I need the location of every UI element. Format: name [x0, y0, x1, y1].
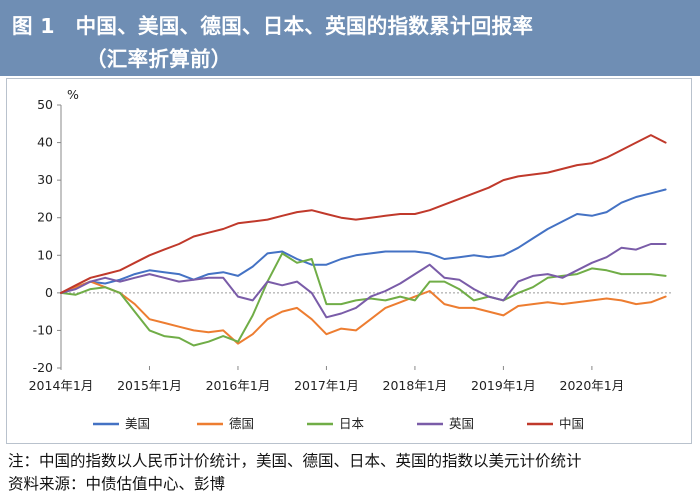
x-tick-label: 2016年1月 [206, 378, 271, 393]
line-chart: -20 -10 0 10 20 30 40 50% 2014年1月 2015年1月 2016年1月 2… [29, 87, 673, 431]
x-tick-label: 2020年1月 [560, 378, 625, 393]
x-tick-label: 2014年1月 [29, 378, 94, 393]
figure-header: 图 1 中国、美国、德国、日本、英国的指数累计回报率 （汇率折算前） [0, 0, 700, 76]
legend-label: 中国 [559, 416, 584, 431]
series-line-德国 [60, 280, 667, 345]
legend-label: 日本 [339, 416, 365, 431]
y-tick-label: 10 [37, 247, 53, 262]
series-line-英国 [60, 243, 667, 319]
x-tick-label: 2015年1月 [117, 378, 182, 393]
chart-legend: 美国 德国 日本 英国 中国 [93, 416, 584, 431]
chart-series-group [60, 134, 667, 347]
x-tick-label: 2019年1月 [471, 378, 536, 393]
y-tick-label: 40 [37, 135, 53, 150]
series-line-美国 [60, 188, 667, 294]
chart-axes: -20 -10 0 10 20 30 40 50% 2014年1月 2015年1月 2016年1月 2… [29, 87, 673, 393]
legend-label: 德国 [229, 416, 254, 431]
y-tick-label: 30 [37, 172, 53, 187]
series-line-中国 [60, 134, 667, 294]
series-line-日本 [60, 252, 667, 347]
y-tick-label: -10 [33, 322, 53, 337]
chart-frame: -20 -10 0 10 20 30 40 50% 2014年1月 2015年1月 2016年1月 2… [6, 78, 692, 444]
figure-subtitle: （汇率折算前） [86, 47, 232, 71]
figure-title: 图 1 中国、美国、德国、日本、英国的指数累计回报率 [12, 14, 534, 38]
y-tick-label: 50 [37, 97, 53, 112]
y-tick-label: 0 [45, 285, 53, 300]
y-tick-label: 20 [37, 210, 53, 225]
x-tick-label: 2018年1月 [383, 378, 448, 393]
y-tick-label: -20 [33, 360, 53, 375]
chart-note: 注：中国的指数以人民币计价统计，美国、德国、日本、英国的指数以美元计价统计 [8, 452, 582, 470]
y-axis-unit: % [67, 87, 79, 102]
chart-source: 资料来源：中债估值中心、彭博 [8, 475, 226, 493]
legend-label: 英国 [449, 416, 474, 431]
x-tick-label: 2017年1月 [294, 378, 359, 393]
legend-label: 美国 [125, 416, 150, 431]
